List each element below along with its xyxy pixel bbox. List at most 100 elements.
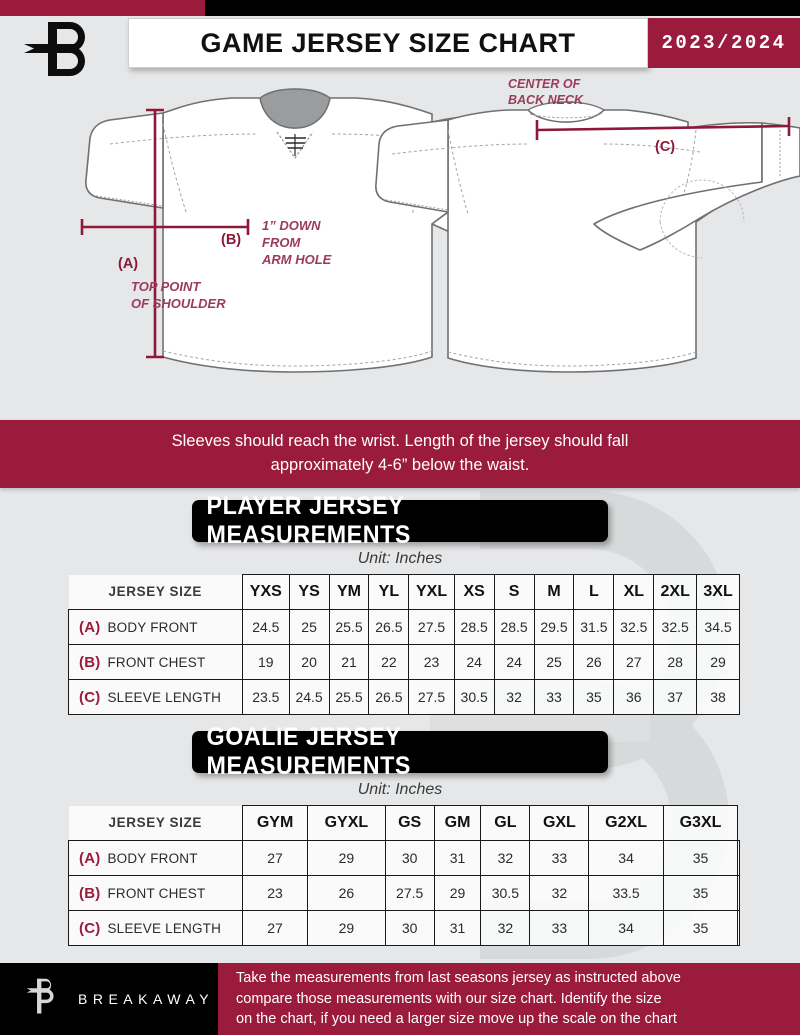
- fit-note-line2: approximately 4-6” below the waist.: [270, 456, 530, 474]
- player-measurements-table-wrap: JERSEY SIZE YXS YS YM YL YXL XS S M L XL 2XL 3XL (A)…: [68, 574, 740, 715]
- goalie-measurements-table: JERSEY SIZE GYM GYXL GS GM GL GXL G2XL G3XL (A) B…: [68, 805, 740, 946]
- measurement-row-label: (B) FRONT CHEST: [68, 644, 243, 680]
- size-column-header: YS: [288, 574, 330, 610]
- measurement-a-tag: (A): [118, 256, 138, 272]
- goalie-section-title: GOALIE JERSEY MEASUREMENTS: [206, 723, 411, 780]
- goalie-section-title-pill: GOALIE JERSEY MEASUREMENTS: [192, 723, 608, 780]
- measurement-cell: 25: [533, 644, 575, 680]
- measurement-cell: 27.5: [408, 609, 455, 645]
- measurement-cell: 30.5: [480, 875, 531, 911]
- measurement-cell: 22: [368, 644, 410, 680]
- measurement-cell: 28: [653, 644, 698, 680]
- measurement-cell: 28.5: [453, 609, 495, 645]
- size-column-header: XL: [613, 574, 655, 610]
- measurement-cell: 29.5: [533, 609, 575, 645]
- front-measurement-lines: [80, 108, 250, 359]
- table-row: (A) BODY FRONT 27 29 30 31 32 33 34 35: [68, 840, 740, 876]
- measurement-cell: 37: [653, 679, 698, 715]
- size-column-header: GYXL: [307, 805, 386, 841]
- measurement-cell: 34: [588, 840, 664, 876]
- measurement-row-label: (A) BODY FRONT: [68, 840, 243, 876]
- size-column-header: S: [493, 574, 535, 610]
- size-column-header: M: [533, 574, 575, 610]
- measurement-cell: 32: [480, 910, 531, 946]
- page-title: GAME JERSEY SIZE CHART: [200, 27, 576, 58]
- size-column-header: XS: [453, 574, 495, 610]
- size-column-header: YXS: [242, 574, 290, 610]
- measurement-cell: 32: [493, 679, 535, 715]
- measurement-cell: 30: [384, 910, 435, 946]
- measurement-cell: 26: [573, 644, 615, 680]
- measurement-cell: 20: [288, 644, 330, 680]
- measurement-cell: 30: [384, 840, 435, 876]
- measurement-b-note-line1: 1” DOWN: [262, 218, 321, 233]
- measurement-row-tag: (B): [79, 653, 101, 671]
- size-column-header: GYM: [241, 805, 309, 841]
- player-measurements-table: JERSEY SIZE YXS YS YM YL YXL XS S M L XL 2XL 3XL (A)…: [68, 574, 740, 715]
- measurement-row-tag: (C): [79, 688, 101, 706]
- player-section-title: PLAYER JERSEY MEASUREMENTS: [206, 492, 411, 549]
- back-jersey-illustration: [375, 101, 800, 373]
- top-bar-maroon-segment: [0, 0, 205, 16]
- measurement-cell: 24.5: [288, 679, 330, 715]
- measurement-cell: 34.5: [696, 609, 740, 645]
- page-footer: BREAKAWAY Take the measurements from las…: [0, 963, 800, 1035]
- size-column-header: G2XL: [588, 805, 664, 841]
- measurement-cell: 33.5: [588, 875, 664, 911]
- measurement-cell: 38: [696, 679, 740, 715]
- size-column-header: GM: [433, 805, 482, 841]
- footer-instruction-panel: Take the measurements from last seasons …: [218, 963, 800, 1035]
- measurement-b-note-line3: ARM HOLE: [261, 252, 332, 267]
- measurement-cell: 29: [433, 875, 482, 911]
- measurement-cell: 24.5: [242, 609, 290, 645]
- table-row: (B) FRONT CHEST 19 20 21 22 23 24 24 25 26 27 28 29: [68, 644, 740, 680]
- breakaway-b-logo-icon: [24, 976, 64, 1023]
- measurement-cell: 26: [307, 875, 386, 911]
- measurement-cell: 35: [662, 875, 739, 911]
- measurement-cell: 24: [453, 644, 495, 680]
- size-column-header: GXL: [529, 805, 590, 841]
- fit-note-line1: Sleeves should reach the wrist. Length o…: [171, 432, 629, 451]
- footer-line3: on the chart, if you need a larger size …: [236, 1011, 677, 1028]
- goalie-measurements-table-wrap: JERSEY SIZE GYM GYXL GS GM GL GXL G2XL G3XL (A) B…: [68, 805, 740, 946]
- measurement-cell: 28.5: [493, 609, 535, 645]
- measurement-cell: 29: [696, 644, 740, 680]
- size-column-header: L: [573, 574, 615, 610]
- measurement-cell: 32.5: [653, 609, 698, 645]
- measurement-b-tag: (B): [221, 232, 241, 248]
- measurement-cell: 24: [493, 644, 535, 680]
- measurement-cell: 35: [573, 679, 615, 715]
- table-header-row: JERSEY SIZE GYM GYXL GS GM GL GXL G2XL G3XL: [68, 805, 740, 841]
- measurement-cell: 29: [307, 910, 386, 946]
- measurement-cell: 26.5: [368, 679, 410, 715]
- table-row: (A) BODY FRONT 24.5 25 25.5 26.5 27.5 28.5 28.5 2…: [68, 609, 740, 645]
- measurement-a-note-line1: TOP POINT: [131, 279, 201, 294]
- footer-instruction-text: Take the measurements from last seasons …: [236, 968, 681, 1030]
- table-row: (C) SLEEVE LENGTH 27 29 30 31 32 33 34 35: [68, 910, 740, 946]
- measurement-row-label: (C) SLEEVE LENGTH: [68, 910, 243, 946]
- goalie-unit-label: Unit: Inches: [357, 781, 443, 798]
- page-title-box: GAME JERSEY SIZE CHART: [128, 18, 648, 68]
- measurement-cell: 23: [241, 875, 309, 911]
- measurement-row-tag: (B): [79, 884, 101, 902]
- measurement-cell: 33: [529, 840, 590, 876]
- measurement-cell: 26.5: [368, 609, 410, 645]
- measurement-cell: 34: [588, 910, 664, 946]
- measurement-cell: 23.5: [242, 679, 290, 715]
- measurement-cell: 25.5: [328, 609, 370, 645]
- measurement-row-tag: (C): [79, 919, 101, 937]
- season-label: 2023/2024: [661, 32, 787, 54]
- measurement-cell: 27.5: [384, 875, 435, 911]
- measurement-row-tag: (A): [79, 618, 101, 636]
- measurement-cell: 31: [433, 840, 482, 876]
- measurement-cell: 21: [328, 644, 370, 680]
- size-column-header: YXL: [408, 574, 455, 610]
- table-row: (C) SLEEVE LENGTH 23.5 24.5 25.5 26.5 27.5 30.5…: [68, 679, 740, 715]
- measurement-cell: 25.5: [328, 679, 370, 715]
- measurement-cell: 27: [613, 644, 655, 680]
- measurement-row-label: (A) BODY FRONT: [68, 609, 243, 645]
- empty-cell: [737, 840, 740, 876]
- empty-column-header: [738, 806, 740, 841]
- measurement-cell: 32: [480, 840, 531, 876]
- measurement-cell: 31.5: [573, 609, 615, 645]
